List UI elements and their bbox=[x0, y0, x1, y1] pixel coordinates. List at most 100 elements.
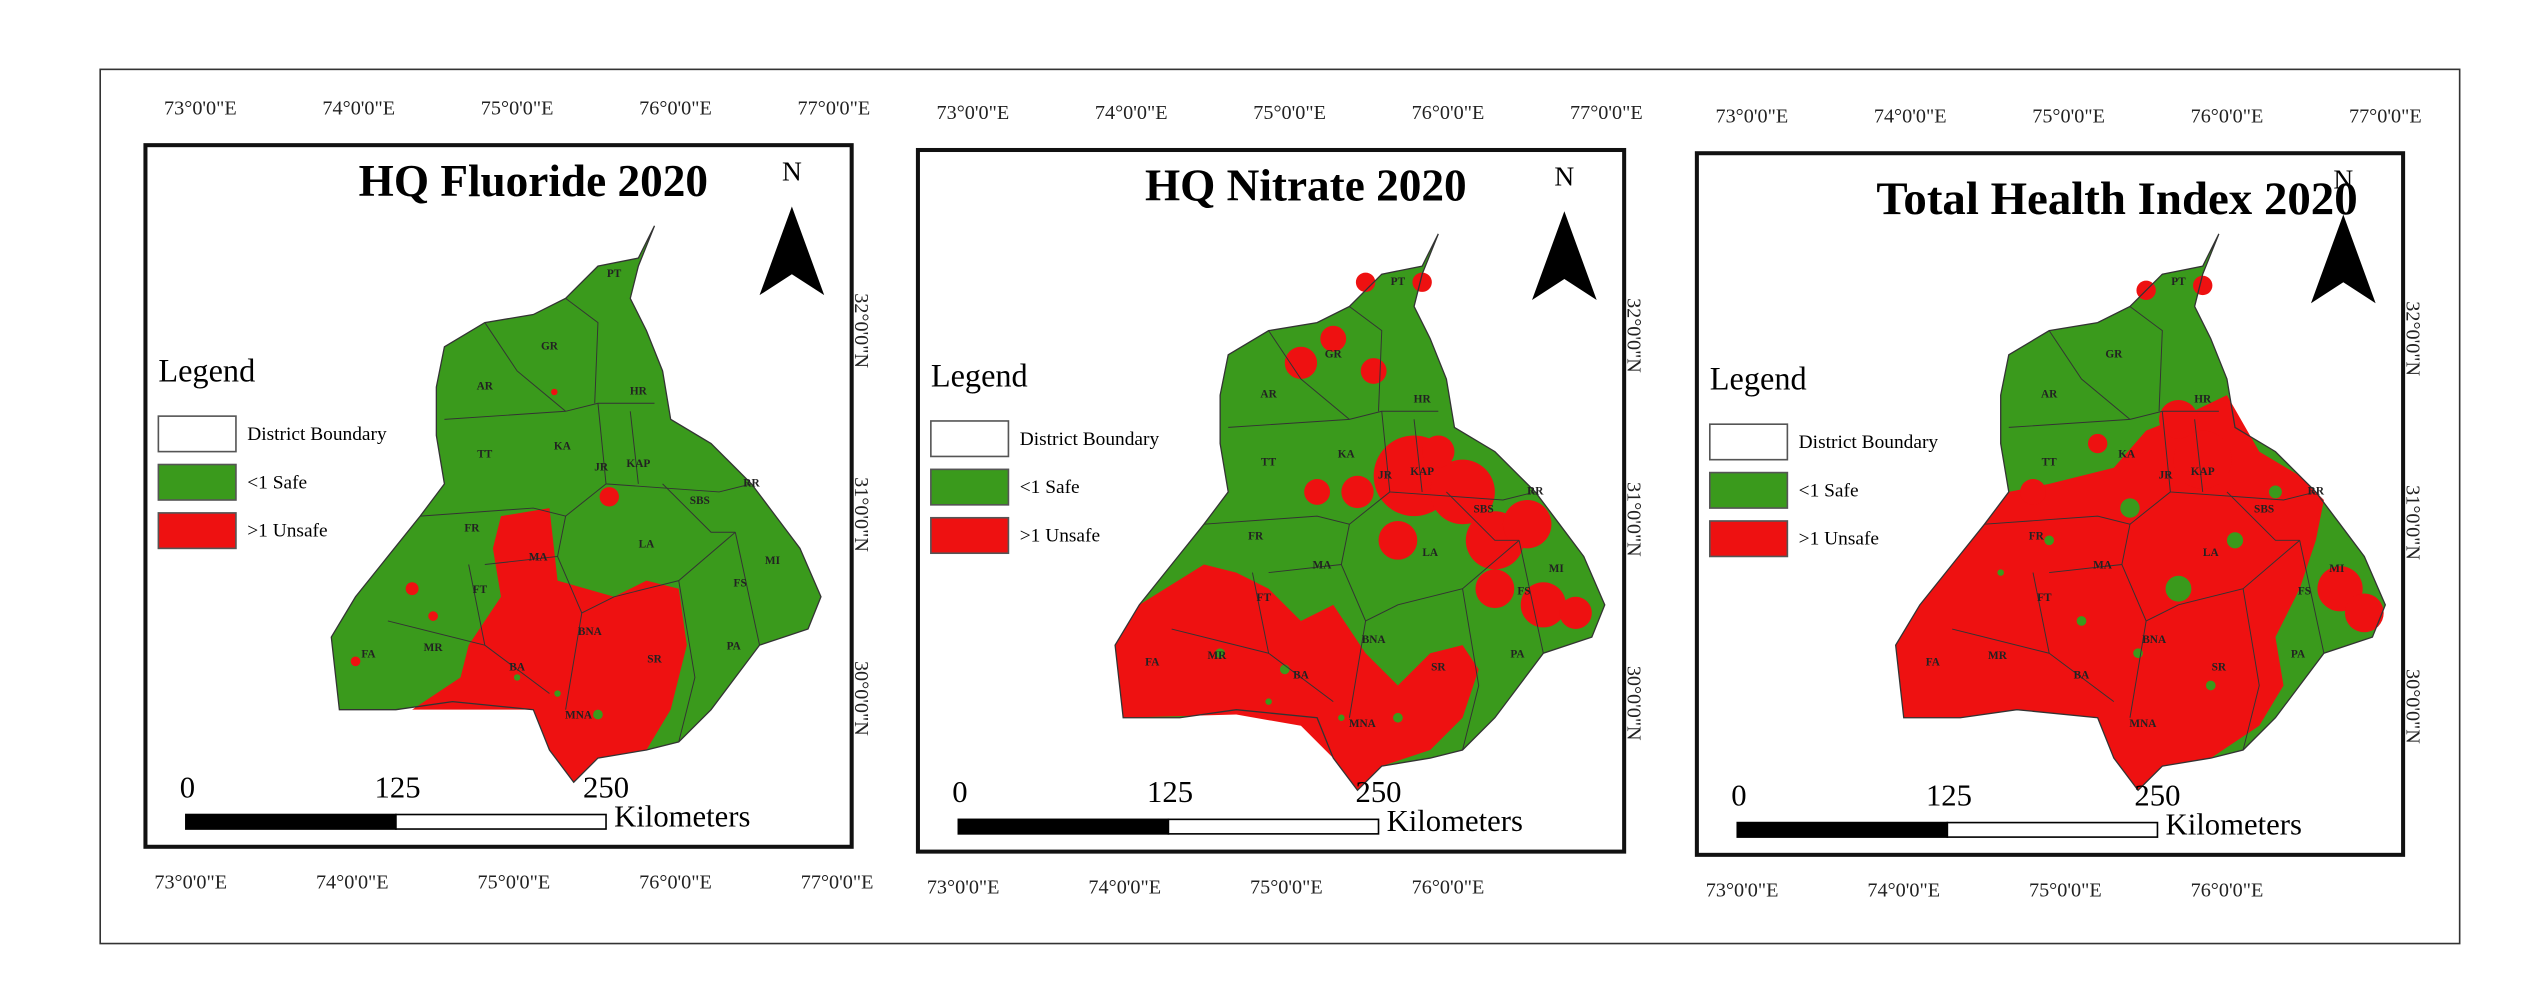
safe-spot bbox=[2076, 616, 2087, 626]
top-coordinate: 73°0'0"E bbox=[164, 97, 237, 119]
unsafe-spot bbox=[1520, 582, 1566, 628]
district-boundary bbox=[1348, 620, 1367, 718]
scale-label: 125 bbox=[1147, 775, 1193, 809]
safe-spot bbox=[1393, 712, 1403, 723]
legend-swatch bbox=[930, 420, 1010, 458]
district-label: GR bbox=[2105, 348, 2123, 360]
state-outline bbox=[1894, 233, 2387, 792]
scale-label: 125 bbox=[1926, 778, 1972, 812]
panel: PT GR AR HR TT KA JR KAP SBS RR FR MA LA MI FT FS MR BA BN… bbox=[915, 102, 1645, 898]
district-boundary bbox=[387, 620, 485, 646]
top-coordinate: 77°0'0"E bbox=[2349, 105, 2422, 127]
district-boundary bbox=[2194, 419, 2204, 492]
district-label: KAP bbox=[626, 458, 650, 470]
bottom-coordinate: 74°0'0"E bbox=[1867, 880, 1940, 902]
district-label: MI bbox=[765, 555, 781, 567]
district-label: SR bbox=[2212, 661, 2227, 673]
district-boundary bbox=[662, 483, 736, 533]
top-coordinate: 73°0'0"E bbox=[1715, 105, 1788, 127]
safe-spot bbox=[2120, 498, 2140, 518]
district-label: MI bbox=[2329, 563, 2345, 575]
unsafe-spot bbox=[599, 487, 619, 507]
district-boundary bbox=[1462, 588, 1480, 751]
district-boundary bbox=[484, 322, 566, 412]
district-label: FT bbox=[2037, 592, 2052, 604]
district-label: KA bbox=[554, 440, 572, 452]
unsafe-zone bbox=[1895, 395, 2324, 791]
legend-label: >1 Unsafe bbox=[1799, 529, 1879, 550]
state-area bbox=[331, 225, 821, 783]
district-label: MI bbox=[1549, 563, 1565, 575]
safe-spot bbox=[513, 674, 521, 681]
unsafe-spot bbox=[2344, 593, 2384, 633]
district-label: SBS bbox=[1473, 503, 1493, 515]
unsafe-spot bbox=[1422, 435, 1455, 468]
bottom-coordinate: 77°0'0"E bbox=[801, 872, 874, 894]
unsafe-zone bbox=[412, 508, 687, 783]
top-coordinate: 77°0'0"E bbox=[1570, 102, 1643, 124]
district-label: TT bbox=[2042, 457, 2058, 469]
safe-spot bbox=[1997, 569, 2004, 576]
district-label: BA bbox=[1293, 669, 1310, 681]
top-coordinate: 74°0'0"E bbox=[1874, 105, 1947, 127]
legend-label: >1 Unsafe bbox=[1020, 526, 1100, 547]
district-label: LA bbox=[1422, 547, 1439, 559]
district-boundary bbox=[2129, 620, 2147, 718]
district-label: PA bbox=[727, 640, 742, 652]
scale-label: 250 bbox=[583, 770, 629, 804]
right-coordinate: 31°0'0"N bbox=[1623, 482, 1645, 557]
district-label: MA bbox=[1313, 560, 1333, 572]
top-coordinate: 75°0'0"E bbox=[481, 97, 554, 119]
district-boundary bbox=[1228, 410, 1439, 428]
safe-spot bbox=[2205, 680, 2216, 691]
district-label: FS bbox=[1517, 586, 1530, 598]
district-label: LA bbox=[2203, 547, 2220, 559]
unsafe-spot bbox=[428, 611, 438, 621]
bottom-coordinate: 75°0'0"E bbox=[478, 872, 551, 894]
district-label: RR bbox=[1527, 486, 1544, 498]
bottom-coordinate: 74°0'0"E bbox=[316, 872, 389, 894]
map-title: Total Health Index 2020 bbox=[1876, 173, 2357, 225]
safe-spot bbox=[2226, 532, 2244, 549]
bottom-coordinate: 76°0'0"E bbox=[2191, 880, 2264, 902]
district-label: MR bbox=[1988, 650, 2008, 662]
safe-spot bbox=[1265, 698, 1272, 705]
scale-label: 250 bbox=[2134, 778, 2180, 812]
legend-label: District Boundary bbox=[247, 424, 387, 445]
district-label: PT bbox=[1391, 276, 1406, 288]
district-label: TT bbox=[1261, 457, 1277, 469]
unsafe-spot bbox=[1412, 272, 1432, 292]
district-boundary bbox=[1340, 539, 1520, 622]
district-label: GR bbox=[1325, 348, 1343, 360]
scale-bar-light bbox=[1167, 818, 1380, 835]
district-label: FR bbox=[1248, 531, 1264, 543]
legend-title: Legend bbox=[1710, 361, 1807, 397]
north-label: N bbox=[782, 157, 802, 187]
district-label: MR bbox=[1207, 650, 1227, 662]
district-label: MNA bbox=[2129, 718, 2157, 730]
unsafe-spot bbox=[2193, 275, 2213, 296]
right-coordinate: 31°0'0"N bbox=[2402, 485, 2424, 560]
district-boundary bbox=[1952, 628, 2050, 654]
district-label: MA bbox=[529, 552, 549, 564]
outer-border bbox=[99, 68, 2461, 945]
district-boundary bbox=[2161, 411, 2316, 501]
district-boundary bbox=[2121, 539, 2300, 622]
unsafe-spot bbox=[1355, 272, 1376, 292]
district-label: RR bbox=[2308, 486, 2325, 498]
district-boundary bbox=[468, 564, 550, 694]
bottom-coordinate: 73°0'0"E bbox=[927, 876, 1000, 898]
safe-spot bbox=[2165, 575, 2192, 602]
unsafe-spot bbox=[405, 582, 419, 596]
district-boundary bbox=[1268, 330, 1350, 420]
district-label: BNA bbox=[578, 626, 603, 638]
scale-bar-dark bbox=[185, 813, 397, 830]
unsafe-spot bbox=[1284, 346, 1318, 380]
legend-swatch bbox=[1708, 423, 1789, 461]
unsafe-spot bbox=[2173, 430, 2232, 489]
unsafe-spot bbox=[1360, 358, 1387, 384]
district-boundary bbox=[1171, 628, 1269, 654]
legend-title: Legend bbox=[931, 357, 1028, 393]
legend-label: <1 Safe bbox=[1020, 477, 1080, 498]
district-label: SBS bbox=[2254, 503, 2274, 515]
